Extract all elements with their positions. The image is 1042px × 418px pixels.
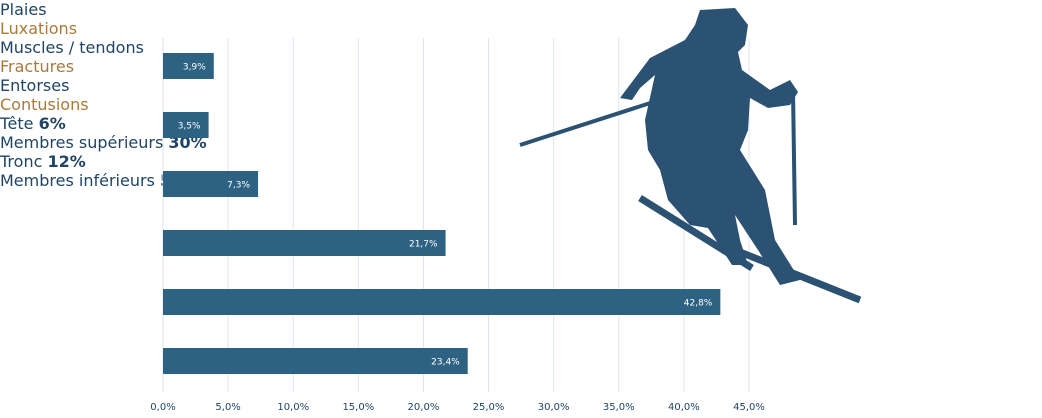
- annotation: Tronc 12%: [0, 152, 1042, 171]
- category-label: Muscles / tendons: [0, 38, 144, 57]
- x-tick-label: 20,0%: [408, 402, 440, 413]
- value-label: 3,9%: [183, 63, 206, 73]
- annotation: Tête 6%: [0, 114, 1042, 133]
- value-label: 3,5%: [178, 122, 201, 132]
- bar: [163, 53, 214, 79]
- category-label: Plaies: [0, 0, 47, 19]
- bar: [163, 289, 721, 315]
- x-tick-label: 30,0%: [538, 402, 570, 413]
- category-label: Luxations: [0, 19, 78, 38]
- x-tick-label: 5,0%: [215, 402, 240, 413]
- value-label: 21,7%: [409, 240, 438, 250]
- x-tick-label: 40,0%: [668, 402, 700, 413]
- ski-pole: [791, 89, 797, 226]
- x-tick-label: 25,0%: [473, 402, 505, 413]
- annotation-value: 6%: [38, 114, 66, 133]
- ski-pole: [519, 94, 673, 147]
- bar: [163, 171, 259, 197]
- annotation-value: 12%: [47, 152, 86, 171]
- x-tick-label: 10,0%: [277, 402, 309, 413]
- x-tick-label: 0,0%: [150, 402, 175, 413]
- category-label: Entorses: [0, 76, 70, 95]
- bar: [163, 348, 468, 374]
- x-tick-label: 35,0%: [603, 402, 635, 413]
- annotation-name: Tête: [0, 114, 34, 133]
- value-label: 7,3%: [227, 181, 250, 191]
- bar: [163, 112, 209, 138]
- category-label: Fractures: [0, 57, 75, 76]
- ski: [733, 246, 862, 304]
- value-label: 23,4%: [431, 358, 460, 368]
- annotation-name: Membres inférieurs: [0, 171, 155, 190]
- skier: [519, 8, 862, 304]
- bar: [163, 230, 446, 256]
- annotation-name: Tronc: [0, 152, 43, 171]
- skier-body: [620, 8, 800, 285]
- x-tick-label: 15,0%: [342, 402, 374, 413]
- x-tick-label: 45,0%: [733, 402, 765, 413]
- annotation-name: Membres supérieurs: [0, 133, 164, 152]
- category-label: Contusions: [0, 95, 89, 114]
- value-label: 42,8%: [684, 299, 713, 309]
